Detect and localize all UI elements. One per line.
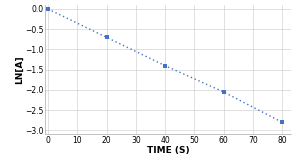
Point (46, 8, 50, 10)
Point (104, 36, 109, 39)
Y-axis label: LN[A]: LN[A] (15, 55, 24, 84)
Point (163, 64, 167, 67)
X-axis label: TIME (S): TIME (S) (147, 146, 189, 155)
Point (221, 91, 226, 93)
Point (280, 121, 285, 124)
